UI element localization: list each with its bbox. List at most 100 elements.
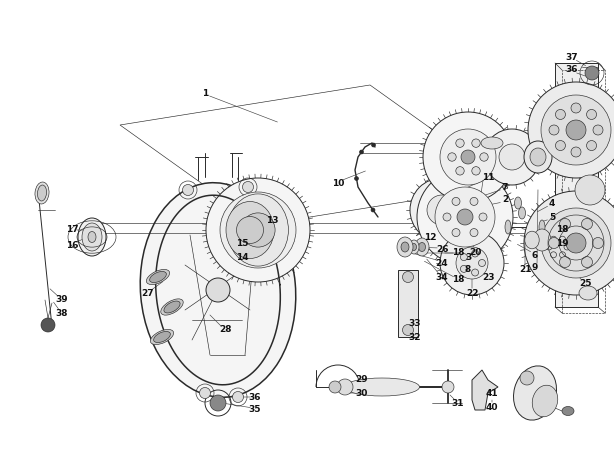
Circle shape xyxy=(571,147,581,157)
Text: 5: 5 xyxy=(549,212,555,221)
Circle shape xyxy=(206,278,230,302)
Circle shape xyxy=(270,241,281,253)
Circle shape xyxy=(276,225,287,236)
Ellipse shape xyxy=(513,366,556,420)
Circle shape xyxy=(593,125,603,135)
Ellipse shape xyxy=(344,378,419,396)
Ellipse shape xyxy=(419,243,426,251)
Ellipse shape xyxy=(530,148,546,166)
Ellipse shape xyxy=(164,301,180,313)
Circle shape xyxy=(243,181,254,192)
Ellipse shape xyxy=(82,223,102,251)
Circle shape xyxy=(559,256,570,267)
Text: 33: 33 xyxy=(409,319,421,327)
Circle shape xyxy=(228,225,239,236)
Text: 16: 16 xyxy=(66,240,78,249)
Circle shape xyxy=(472,269,478,276)
Ellipse shape xyxy=(532,385,558,417)
Circle shape xyxy=(541,95,611,165)
Circle shape xyxy=(541,208,611,278)
Text: 27: 27 xyxy=(142,288,154,297)
Text: 35: 35 xyxy=(249,406,261,415)
Circle shape xyxy=(452,228,460,237)
Ellipse shape xyxy=(579,286,597,300)
Text: 18: 18 xyxy=(452,276,464,285)
Text: 39: 39 xyxy=(56,295,68,304)
Polygon shape xyxy=(398,270,418,337)
Circle shape xyxy=(586,141,597,151)
Circle shape xyxy=(250,222,266,238)
Text: 4: 4 xyxy=(549,199,555,208)
Circle shape xyxy=(530,219,586,275)
Circle shape xyxy=(520,371,534,385)
Circle shape xyxy=(472,250,478,257)
Text: 32: 32 xyxy=(409,332,421,342)
Text: 8: 8 xyxy=(465,266,471,275)
Circle shape xyxy=(456,167,464,175)
Circle shape xyxy=(499,144,525,170)
Circle shape xyxy=(41,318,55,332)
Circle shape xyxy=(546,244,552,250)
Circle shape xyxy=(270,208,281,218)
Text: 1: 1 xyxy=(202,88,208,97)
Text: 38: 38 xyxy=(56,308,68,317)
Ellipse shape xyxy=(35,182,49,204)
Circle shape xyxy=(472,167,480,175)
Circle shape xyxy=(566,233,586,253)
Text: 25: 25 xyxy=(579,278,591,287)
Text: 10: 10 xyxy=(332,179,344,188)
Text: 28: 28 xyxy=(219,325,231,334)
Circle shape xyxy=(478,259,486,266)
Polygon shape xyxy=(472,370,498,410)
Circle shape xyxy=(371,208,375,212)
Circle shape xyxy=(470,198,478,205)
Circle shape xyxy=(440,231,504,295)
Circle shape xyxy=(252,200,263,211)
Text: 6: 6 xyxy=(532,250,538,259)
Circle shape xyxy=(581,218,593,229)
Circle shape xyxy=(566,120,586,140)
Circle shape xyxy=(448,153,456,161)
Text: 2: 2 xyxy=(502,196,508,205)
Circle shape xyxy=(252,248,263,259)
Circle shape xyxy=(564,244,570,250)
Circle shape xyxy=(581,256,593,267)
Circle shape xyxy=(460,266,467,272)
Circle shape xyxy=(236,217,263,244)
Circle shape xyxy=(548,238,559,248)
Circle shape xyxy=(417,169,513,265)
Ellipse shape xyxy=(524,141,552,173)
Circle shape xyxy=(575,175,605,205)
Ellipse shape xyxy=(411,244,416,250)
Text: 15: 15 xyxy=(236,238,248,247)
Circle shape xyxy=(440,129,496,185)
Ellipse shape xyxy=(409,240,419,254)
Ellipse shape xyxy=(415,238,429,256)
Circle shape xyxy=(461,150,475,164)
Circle shape xyxy=(456,247,488,279)
Circle shape xyxy=(410,178,474,242)
Text: 37: 37 xyxy=(565,53,578,61)
Circle shape xyxy=(472,139,480,147)
Text: 29: 29 xyxy=(356,376,368,384)
Text: 12: 12 xyxy=(424,232,437,241)
Circle shape xyxy=(456,139,464,147)
Circle shape xyxy=(206,178,310,282)
Circle shape xyxy=(182,184,193,196)
Text: 40: 40 xyxy=(486,402,498,411)
Ellipse shape xyxy=(88,231,96,243)
Ellipse shape xyxy=(154,332,170,342)
Circle shape xyxy=(360,150,363,154)
Ellipse shape xyxy=(150,271,166,283)
Text: 23: 23 xyxy=(482,273,494,282)
Text: 36: 36 xyxy=(249,392,261,401)
Circle shape xyxy=(549,125,559,135)
Circle shape xyxy=(524,191,614,295)
Circle shape xyxy=(452,198,460,205)
Ellipse shape xyxy=(518,207,526,219)
Ellipse shape xyxy=(515,197,521,209)
Text: 3: 3 xyxy=(465,253,471,262)
Circle shape xyxy=(443,213,451,221)
Text: 24: 24 xyxy=(436,258,448,267)
Circle shape xyxy=(470,228,478,237)
